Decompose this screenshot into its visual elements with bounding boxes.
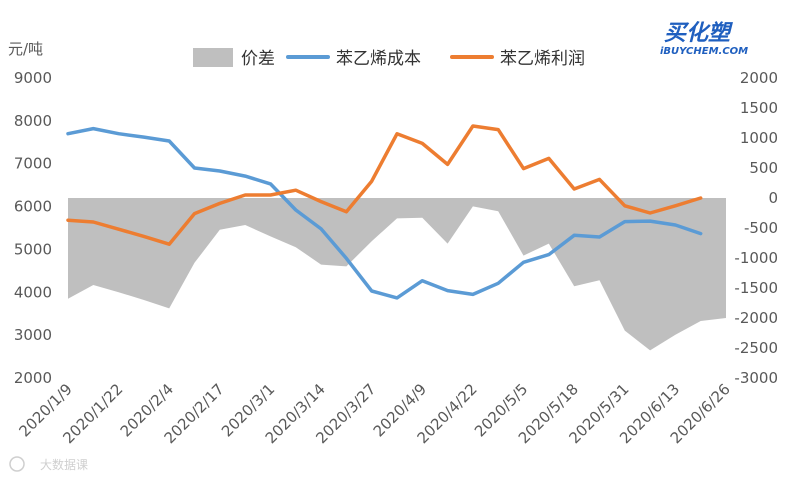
y-right-tick-label: -500 <box>744 219 778 237</box>
y-left-tick-label: 6000 <box>14 198 52 216</box>
y-left-tick-label: 4000 <box>14 283 52 301</box>
plot-area <box>66 124 726 351</box>
y-right-tick-label: 1500 <box>740 99 778 117</box>
line-series-cost <box>66 126 703 300</box>
legend-swatch-spread <box>193 48 233 67</box>
y-right-tick-label: 0 <box>768 189 778 207</box>
legend-label-spread: 价差 <box>241 49 275 69</box>
y-right-tick-label: -3000 <box>734 369 778 387</box>
y-right-tick-label: -2000 <box>734 309 778 327</box>
y-right-tick-label: -2500 <box>734 339 778 357</box>
legend-label-cost: 苯乙烯成本 <box>336 49 421 69</box>
y-right-tick-label: -1500 <box>734 279 778 297</box>
y-left-tick-label: 3000 <box>14 326 52 344</box>
y-right-tick-label: 500 <box>749 159 778 177</box>
y-right-tick-label: -1000 <box>734 249 778 267</box>
legend-label-profit: 苯乙烯利润 <box>500 49 585 69</box>
logo-main: 买化塑 <box>664 21 733 46</box>
y-right-tick-label: 1000 <box>740 129 778 147</box>
y-left-tick-label: 2000 <box>14 369 52 387</box>
watermark: 大数据课 <box>9 456 88 472</box>
watermark-text: 大数据课 <box>40 457 88 472</box>
y-axis-unit: 元/吨 <box>8 40 43 58</box>
y-left-tick-label: 9000 <box>14 69 52 87</box>
brand-logo: 买化塑 iBUYCHEM.COM <box>660 21 748 57</box>
y-left-tick-label: 7000 <box>14 155 52 173</box>
logo-sub: iBUYCHEM.COM <box>660 46 748 57</box>
legend: 价差 苯乙烯成本 苯乙烯利润 <box>193 48 585 69</box>
y-right-tick-label: 2000 <box>740 69 778 87</box>
line-series-profit <box>66 124 703 246</box>
y-left-tick-label: 5000 <box>14 240 52 258</box>
watermark-icon <box>9 456 25 472</box>
y-left-tick-label: 8000 <box>14 112 52 130</box>
area-series-spread <box>68 198 726 351</box>
